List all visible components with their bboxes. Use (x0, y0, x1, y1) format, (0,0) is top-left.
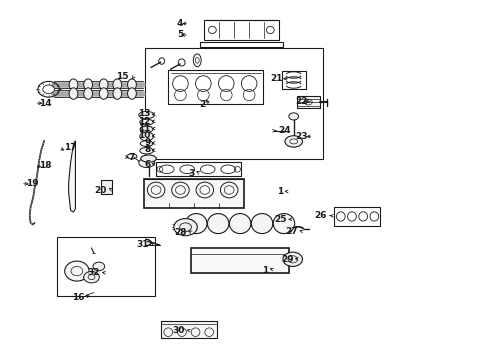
Ellipse shape (127, 88, 136, 99)
Text: 12: 12 (138, 117, 150, 126)
Text: 1: 1 (262, 266, 269, 275)
Bar (296, 96, 320, 108)
Bar (144, 179, 244, 208)
Ellipse shape (84, 88, 93, 99)
Ellipse shape (84, 79, 93, 90)
Ellipse shape (141, 155, 156, 162)
Ellipse shape (65, 261, 89, 281)
Text: 14: 14 (39, 99, 52, 108)
Ellipse shape (285, 136, 302, 147)
Bar (168, 70, 263, 104)
Text: 10: 10 (138, 131, 150, 140)
Ellipse shape (140, 132, 153, 141)
Ellipse shape (113, 88, 122, 99)
Ellipse shape (186, 213, 207, 234)
Text: 5: 5 (177, 31, 183, 40)
Ellipse shape (207, 213, 229, 234)
Text: 9: 9 (144, 138, 150, 147)
Text: 1: 1 (277, 187, 283, 196)
Bar (161, 321, 217, 338)
Text: 16: 16 (72, 293, 84, 302)
Polygon shape (69, 141, 75, 212)
Text: 6: 6 (144, 160, 150, 169)
Bar (192, 248, 289, 273)
Text: 19: 19 (26, 179, 38, 188)
Ellipse shape (229, 213, 251, 234)
Ellipse shape (139, 111, 154, 118)
Text: 27: 27 (285, 227, 297, 236)
Ellipse shape (69, 88, 78, 99)
Bar (334, 207, 380, 226)
Text: 3: 3 (188, 169, 195, 178)
Ellipse shape (140, 119, 153, 125)
Text: 24: 24 (278, 126, 291, 135)
Text: 13: 13 (138, 109, 150, 118)
Text: 23: 23 (295, 132, 307, 141)
Ellipse shape (93, 262, 105, 271)
Text: 22: 22 (295, 97, 307, 106)
Bar (57, 237, 155, 296)
Ellipse shape (273, 213, 294, 234)
Ellipse shape (99, 79, 108, 90)
Ellipse shape (174, 219, 197, 236)
Ellipse shape (289, 113, 298, 120)
Text: 32: 32 (88, 268, 100, 277)
Text: 29: 29 (281, 255, 294, 264)
Text: 17: 17 (64, 143, 76, 152)
Text: 18: 18 (39, 161, 52, 170)
Text: 31: 31 (137, 240, 149, 249)
Text: 15: 15 (116, 72, 128, 81)
Text: 21: 21 (270, 74, 283, 83)
Ellipse shape (139, 158, 154, 167)
Text: 8: 8 (144, 145, 150, 154)
Ellipse shape (84, 271, 99, 283)
Bar (145, 48, 323, 158)
Ellipse shape (140, 141, 153, 147)
Text: 26: 26 (315, 211, 327, 220)
Bar (282, 71, 306, 89)
Ellipse shape (283, 252, 302, 266)
Text: 28: 28 (174, 228, 187, 237)
Ellipse shape (99, 88, 108, 99)
Text: 30: 30 (172, 326, 185, 335)
Bar (156, 162, 242, 176)
Bar (200, 41, 283, 46)
Text: 20: 20 (94, 185, 107, 194)
Ellipse shape (69, 79, 78, 90)
Ellipse shape (140, 126, 153, 132)
Ellipse shape (251, 213, 273, 234)
Ellipse shape (127, 79, 136, 90)
Text: 2: 2 (199, 100, 205, 109)
Text: 7: 7 (128, 153, 134, 162)
Text: 11: 11 (138, 124, 150, 133)
Ellipse shape (140, 148, 153, 154)
Text: 25: 25 (274, 215, 287, 224)
Bar (101, 180, 112, 194)
Text: 4: 4 (177, 19, 183, 28)
Ellipse shape (113, 79, 122, 90)
